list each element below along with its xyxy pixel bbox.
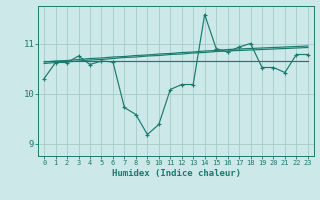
X-axis label: Humidex (Indice chaleur): Humidex (Indice chaleur) [111,169,241,178]
